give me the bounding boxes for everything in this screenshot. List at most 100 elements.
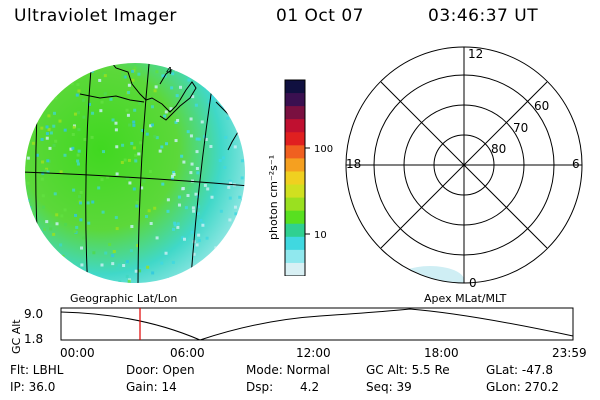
speckle <box>21 108 24 111</box>
speckle <box>231 77 235 81</box>
speckle <box>208 289 211 292</box>
speckle <box>125 284 128 287</box>
speckle <box>82 236 86 240</box>
speckle <box>127 158 131 162</box>
speckle <box>201 271 205 275</box>
door-status: Door: Open <box>126 363 195 377</box>
speckle <box>44 169 48 173</box>
speckle <box>186 194 190 198</box>
speckle <box>230 100 234 104</box>
gain-status: Gain: 14 <box>126 380 177 394</box>
date-label: 01 Oct 07 <box>276 6 364 26</box>
speckle <box>135 200 139 204</box>
speckle <box>82 98 86 102</box>
speckle <box>136 244 140 248</box>
speckle <box>48 81 52 85</box>
speckle <box>49 227 53 231</box>
speckle <box>62 257 66 261</box>
speckle <box>22 234 25 237</box>
speckle <box>150 123 154 127</box>
speckle <box>217 245 221 249</box>
speckle <box>223 166 227 170</box>
speckle <box>161 182 165 186</box>
speckle <box>77 89 81 93</box>
mlt-label-0: 0 <box>469 276 477 290</box>
speckle <box>44 58 47 61</box>
speckle <box>238 126 242 130</box>
speckle <box>83 276 87 280</box>
speckle <box>161 74 165 78</box>
speckle <box>234 63 238 66</box>
speckle <box>31 263 35 267</box>
speckle <box>62 67 66 71</box>
speckle <box>83 137 87 141</box>
speckle <box>211 284 214 287</box>
speckle <box>234 229 238 233</box>
speckle <box>63 128 67 132</box>
speckle <box>51 57 54 60</box>
speckle <box>87 221 91 225</box>
speckle <box>240 159 244 163</box>
speckle <box>129 249 133 253</box>
speckle <box>50 97 54 101</box>
speckle <box>246 117 249 120</box>
speckle <box>204 137 208 141</box>
speckle <box>111 254 115 258</box>
mlt-label-18: 18 <box>346 157 361 171</box>
speckle <box>39 104 43 108</box>
speckle <box>132 120 136 124</box>
speckle <box>176 118 180 122</box>
altitude-curve <box>60 308 574 341</box>
speckle <box>35 153 39 157</box>
speckle <box>104 251 108 255</box>
speckle <box>22 140 25 143</box>
speckle <box>199 68 203 72</box>
apex-label: Apex MLat/MLT <box>424 292 507 305</box>
speckle <box>131 56 134 59</box>
speckle <box>242 91 245 95</box>
speckle <box>206 187 210 191</box>
geographic-label: Geographic Lat/Lon <box>70 292 178 305</box>
speckle <box>153 134 157 138</box>
speckle <box>184 206 188 210</box>
glon-status: GLon: 270.2 <box>486 380 559 394</box>
speckle <box>248 211 250 214</box>
speckle <box>120 160 124 164</box>
speckle <box>41 194 45 198</box>
speckle <box>40 137 44 141</box>
speckle <box>80 263 84 267</box>
speckle <box>63 153 67 157</box>
speckle <box>180 59 183 62</box>
speckle <box>195 150 199 154</box>
speckle <box>151 271 155 275</box>
mode-status: Mode: Normal <box>246 363 330 377</box>
speckle <box>42 205 46 209</box>
speckle <box>133 108 137 112</box>
speckle <box>21 287 24 290</box>
speckle <box>196 212 200 216</box>
time-label: 03:46:37 UT <box>428 6 539 26</box>
speckle <box>134 269 138 273</box>
speckle <box>102 281 106 283</box>
timeline-frame <box>60 307 574 341</box>
speckle <box>180 154 184 158</box>
speckle <box>179 63 183 64</box>
speckle <box>89 63 93 65</box>
speckle <box>228 244 232 248</box>
speckle <box>25 131 29 135</box>
polar-plot: 12 18 6 0 60 70 80 <box>345 46 583 290</box>
speckle <box>134 159 138 163</box>
speckle <box>40 126 44 130</box>
speckle <box>44 69 48 73</box>
timeline-axis-label: GC Alt <box>10 319 23 354</box>
speckle <box>175 94 179 98</box>
speckle <box>227 78 231 82</box>
speckle <box>196 171 200 175</box>
speckle <box>175 275 179 279</box>
glat-status: GLat: -47.8 <box>486 363 553 377</box>
speckle <box>115 266 119 270</box>
speckle <box>98 78 102 82</box>
speckle <box>80 246 84 250</box>
colorbar-swatch <box>285 223 305 238</box>
speckle <box>82 115 86 119</box>
